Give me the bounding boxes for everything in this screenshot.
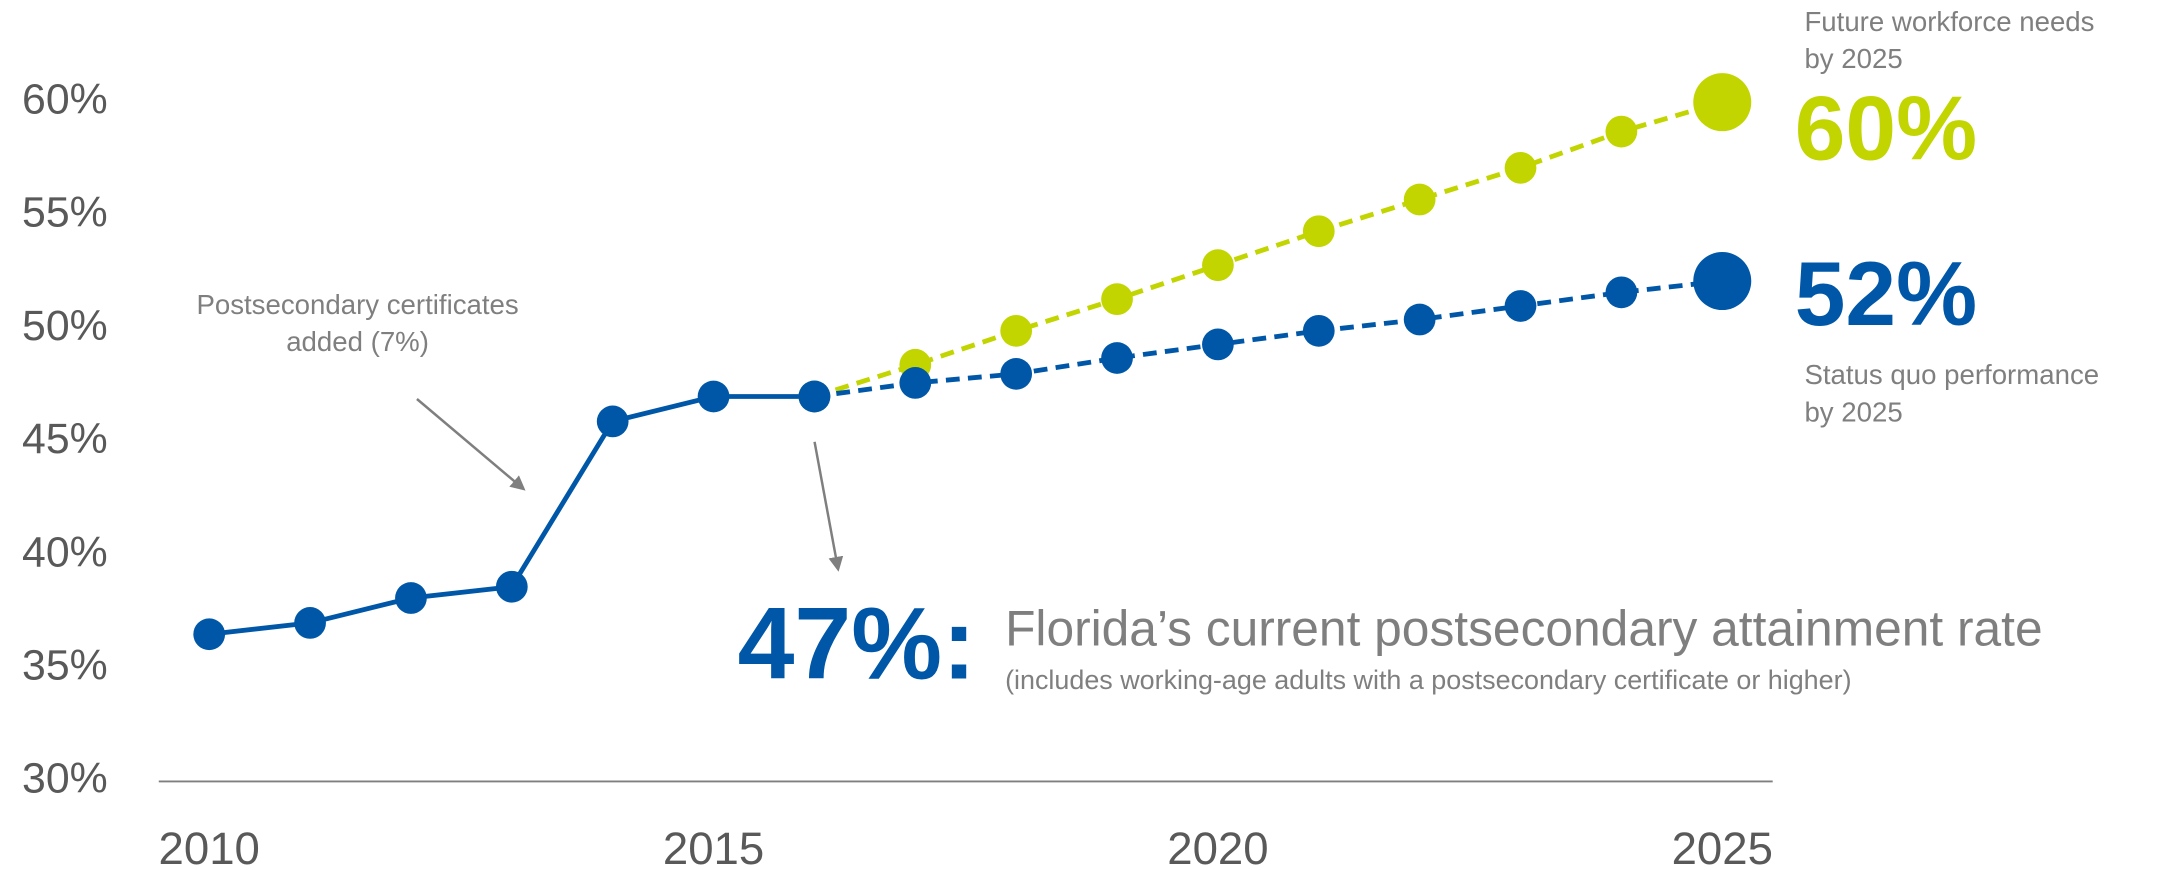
y-tick-label: 45% [22, 415, 108, 463]
data-point [1202, 249, 1234, 282]
data-point [1403, 183, 1436, 216]
data-point [596, 405, 629, 438]
annotation: Postsecondary certificates [196, 289, 518, 320]
arrow [416, 398, 526, 491]
x-tick-label: 2025 [1672, 823, 1773, 870]
data-point [1403, 303, 1436, 336]
data-point [1504, 290, 1537, 322]
data-point [1504, 151, 1537, 184]
data-point [1605, 276, 1638, 309]
x-tick-label: 2015 [663, 823, 764, 870]
x-tick-label: 2010 [159, 823, 260, 870]
data-point [1101, 283, 1133, 316]
data-point [899, 367, 932, 399]
data-point [1202, 328, 1234, 361]
data-point [294, 607, 326, 639]
annotation: by 2025 [1804, 43, 1902, 74]
data-point [1302, 314, 1335, 347]
data-point [798, 380, 831, 413]
data-point [1605, 115, 1638, 148]
data-point [193, 618, 226, 651]
y-tick-label: 50% [22, 302, 108, 350]
annotation-value: 52% [1795, 244, 1977, 345]
data-point [1693, 252, 1752, 311]
annotation-value: 47%: [738, 587, 976, 701]
y-tick-label: 60% [22, 75, 108, 123]
data-point [1302, 215, 1335, 248]
y-tick-label: 35% [22, 642, 108, 690]
y-tick-label: 55% [22, 189, 108, 237]
data-point [1000, 357, 1033, 390]
annotation: by 2025 [1804, 396, 1902, 427]
annotation: Florida’s current postsecondary attainme… [1005, 600, 2043, 656]
series-line [814, 278, 1723, 399]
annotation: Future workforce needs [1804, 6, 2094, 37]
y-tick-label: 40% [22, 528, 108, 576]
data-point [1693, 73, 1752, 132]
data-point [1101, 342, 1133, 374]
annotation: Status quo performance [1804, 359, 2099, 390]
y-tick-label: 30% [22, 755, 108, 803]
plot: Postsecondary certificates added (7%) Fu… [22, 6, 2099, 870]
arrow [813, 441, 844, 572]
x-tick-label: 2020 [1167, 823, 1268, 870]
data-point [1000, 314, 1033, 347]
data-point [495, 570, 528, 603]
annotation: (includes working-age adults with a post… [1005, 665, 1851, 695]
data-point [395, 582, 427, 614]
annotation-value: 60% [1795, 78, 1977, 179]
data-point [697, 380, 730, 413]
annotation: added (7%) [286, 326, 429, 357]
series-line [813, 99, 1723, 399]
